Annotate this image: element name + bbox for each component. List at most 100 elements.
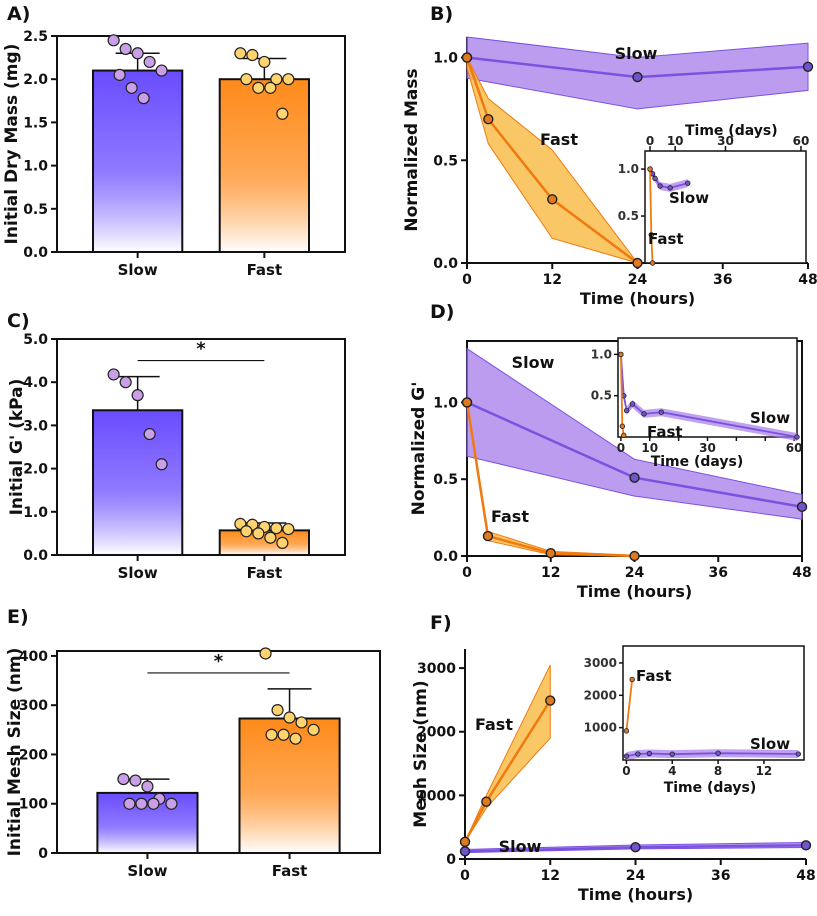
y-tick-label: 0.5 bbox=[23, 202, 48, 218]
series-label-slow: Slow bbox=[615, 44, 658, 63]
y-tick-label: 200 bbox=[19, 747, 48, 763]
data-point bbox=[259, 647, 272, 660]
y-tick-label: 0.0 bbox=[433, 549, 458, 565]
x-tick-label: Fast bbox=[247, 261, 283, 279]
data-point bbox=[629, 550, 640, 562]
inset-x-tick-label: 30 bbox=[717, 134, 734, 148]
y-tick-label: 1.0 bbox=[23, 505, 48, 521]
inset-x-axis-label: Time (days) bbox=[664, 780, 757, 796]
y-tick-label: 0 bbox=[38, 846, 48, 862]
data-point bbox=[307, 723, 320, 736]
data-point bbox=[277, 728, 290, 741]
data-point bbox=[264, 531, 277, 544]
x-tick-label: 0 bbox=[462, 272, 472, 288]
x-tick-label: Fast bbox=[247, 564, 283, 582]
inset-series-label-fast: Fast bbox=[648, 230, 684, 248]
data-point bbox=[483, 113, 494, 125]
panel-label: C) bbox=[7, 310, 30, 332]
inset-data-point bbox=[685, 180, 691, 186]
y-axis-label: Normalized Mass bbox=[402, 68, 422, 231]
inset-x-tick-label: 10 bbox=[641, 441, 658, 455]
inset-line-fast bbox=[625, 679, 634, 731]
data-point bbox=[547, 194, 558, 205]
y-tick-label: 0 bbox=[446, 852, 456, 868]
x-axis-label: Time (hours) bbox=[580, 289, 695, 308]
inset-x-tick-label: 0 bbox=[646, 134, 654, 148]
line-fast bbox=[465, 402, 635, 558]
inset-y-tick-label: 3000 bbox=[584, 656, 617, 670]
data-point bbox=[107, 34, 120, 47]
x-tick-label: 12 bbox=[543, 272, 562, 288]
data-point bbox=[459, 836, 471, 848]
data-point bbox=[270, 522, 283, 535]
y-tick-label: 3.0 bbox=[23, 418, 48, 434]
inset-x-axis-label: Time (days) bbox=[685, 123, 778, 139]
series-label-fast: Fast bbox=[491, 507, 529, 526]
y-axis-label: Mesh Size (nm) bbox=[411, 680, 431, 827]
data-point bbox=[143, 427, 156, 441]
data-point bbox=[276, 107, 289, 120]
bar-slow bbox=[96, 791, 199, 855]
data-point bbox=[295, 716, 308, 729]
significance-star: * bbox=[214, 651, 224, 672]
data-point bbox=[459, 846, 471, 857]
inset-series-label-slow: Slow bbox=[750, 409, 790, 427]
inset-data-point bbox=[667, 185, 673, 191]
inset-y-tick-label: 1.0 bbox=[591, 347, 612, 361]
x-tick-label: 24 bbox=[626, 868, 646, 884]
y-tick-label: 2000 bbox=[417, 725, 456, 741]
y-tick-label: 4.0 bbox=[23, 375, 48, 391]
y-tick-label: 0.5 bbox=[433, 472, 458, 488]
data-point bbox=[240, 525, 253, 538]
y-tick-label: 5.0 bbox=[23, 332, 48, 348]
data-point bbox=[283, 711, 296, 724]
data-point bbox=[264, 81, 277, 94]
band-fast bbox=[466, 57, 639, 264]
inset-data-point bbox=[623, 753, 630, 759]
data-point bbox=[461, 52, 473, 63]
panel-label: B) bbox=[430, 3, 453, 25]
data-point bbox=[117, 772, 130, 786]
y-tick-label: 2.5 bbox=[23, 29, 48, 45]
inset-data-point bbox=[619, 423, 626, 429]
data-point bbox=[265, 728, 278, 741]
data-point bbox=[113, 68, 126, 81]
inset-data-point bbox=[618, 351, 624, 358]
inset-data-point bbox=[629, 676, 635, 683]
plot-frame bbox=[56, 338, 346, 556]
y-tick-label: 0.0 bbox=[23, 245, 48, 261]
inset-data-point bbox=[646, 750, 653, 757]
inset-frame bbox=[622, 645, 805, 761]
panel-label: E) bbox=[7, 606, 29, 628]
inset-y-tick-label: 0.5 bbox=[618, 209, 639, 223]
inset-x-axis-label: Time (days) bbox=[651, 454, 744, 470]
x-axis-label: Time (hours) bbox=[577, 582, 692, 601]
inset-series-label-slow: Slow bbox=[669, 189, 709, 207]
y-tick-label: 400 bbox=[19, 649, 48, 665]
inset-data-point bbox=[652, 175, 658, 182]
data-point bbox=[258, 55, 271, 69]
series-label-fast: Fast bbox=[540, 130, 578, 149]
data-point bbox=[289, 732, 302, 745]
data-point bbox=[802, 61, 814, 72]
x-tick-label: Slow bbox=[118, 261, 158, 279]
inset-data-point bbox=[795, 751, 801, 757]
inset-data-point bbox=[658, 409, 665, 415]
inset-data-point bbox=[623, 728, 630, 734]
data-point bbox=[137, 92, 150, 105]
series-label-slow: Slow bbox=[499, 837, 542, 856]
x-tick-label: 48 bbox=[796, 868, 815, 884]
y-tick-label: 0.5 bbox=[433, 153, 458, 169]
plot-frame bbox=[56, 35, 346, 253]
data-point bbox=[481, 796, 492, 807]
data-point bbox=[155, 64, 168, 77]
x-tick-label: 24 bbox=[628, 272, 648, 288]
line-fast bbox=[465, 57, 639, 265]
x-tick-label: 36 bbox=[711, 868, 730, 884]
data-point bbox=[119, 376, 132, 389]
inset-data-point bbox=[657, 183, 663, 189]
x-tick-label: Slow bbox=[118, 564, 158, 582]
inset-data-point bbox=[641, 411, 647, 417]
x-axis-label: Time (hours) bbox=[578, 885, 693, 904]
data-point bbox=[629, 472, 640, 483]
